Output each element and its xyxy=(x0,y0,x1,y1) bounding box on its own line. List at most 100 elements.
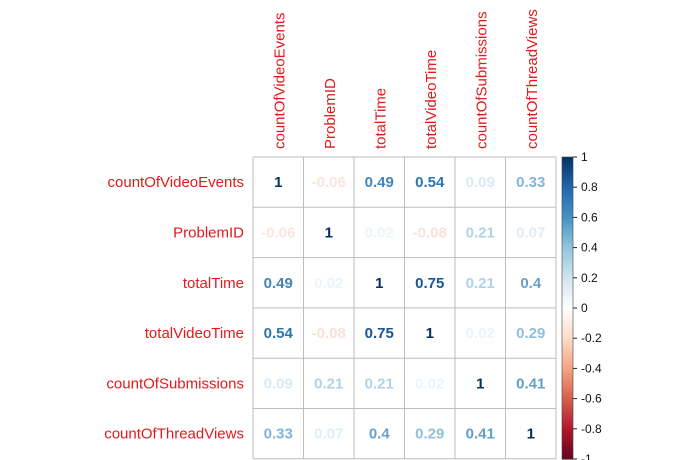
matrix-cell-3-3 xyxy=(404,307,455,359)
matrix-cell-5-2 xyxy=(354,408,405,459)
matrix-cell-3-0 xyxy=(253,307,304,359)
matrix-cell-1-3 xyxy=(404,207,455,258)
colorbar-segment xyxy=(562,350,573,354)
cell-value-4-5: 0.41 xyxy=(516,375,545,392)
colorbar-segment xyxy=(562,380,573,385)
row-label: ProblemID xyxy=(173,224,244,241)
colorbar-segment xyxy=(562,443,573,448)
colorbar-segment xyxy=(562,169,573,173)
colorbar-tick-label: 0.4 xyxy=(581,241,598,255)
matrix-grid xyxy=(252,156,557,460)
colorbar-segment xyxy=(562,283,573,288)
colorbar-segment xyxy=(562,289,573,294)
colorbar-segment xyxy=(562,311,573,315)
row-label: countOfSubmissions xyxy=(106,375,244,392)
cell-value-1-4: 0.21 xyxy=(466,224,495,241)
colorbar-tick-label: -0.8 xyxy=(581,422,602,436)
row-label: totalTime xyxy=(183,275,244,292)
cell-value-5-1: 0.07 xyxy=(314,426,343,443)
matrix-cell-3-4 xyxy=(455,307,506,359)
colorbar-tick-label: -0.2 xyxy=(581,331,602,345)
colorbar-segment xyxy=(562,353,573,357)
colorbar-segment xyxy=(562,359,573,363)
colorbar-segment xyxy=(562,455,573,460)
colorbar-segment xyxy=(562,277,573,282)
matrix-cell-0-1 xyxy=(303,157,354,208)
colorbar-segment xyxy=(562,271,573,276)
colorbar-segment xyxy=(562,308,573,312)
cell-value-5-2: 0.4 xyxy=(369,426,391,443)
matrix-cell-5-1 xyxy=(303,408,354,459)
colorbar-segment xyxy=(562,374,573,379)
row-label: totalVideoTime xyxy=(145,325,244,342)
colorbar-segment xyxy=(562,274,573,279)
colorbar-segment xyxy=(562,377,573,382)
colorbar-segment xyxy=(562,262,573,267)
matrix-cell-4-4 xyxy=(455,358,506,409)
column-labels: countOfVideoEvents ProblemID totalTime tota… xyxy=(271,9,541,149)
matrix-cell-1-2 xyxy=(354,207,405,258)
colorbar-segment xyxy=(562,404,573,409)
row-label: countOfThreadViews xyxy=(104,426,244,443)
matrix-cell-3-1 xyxy=(303,307,354,359)
colorbar-segment xyxy=(562,371,573,376)
matrix-cell-1-1 xyxy=(303,207,354,258)
colorbar-segment xyxy=(562,172,573,176)
colorbar-tick-label: 0.2 xyxy=(581,271,598,285)
colorbar-segment xyxy=(562,241,573,246)
cell-value-1-5: 0.07 xyxy=(516,224,545,241)
colorbar-segment xyxy=(562,383,573,388)
colorbar-segment xyxy=(562,398,573,403)
colorbar-segment xyxy=(562,259,573,264)
colorbar-segment xyxy=(562,452,573,457)
matrix-cell-0-2 xyxy=(354,157,405,208)
colorbar-segment xyxy=(562,208,573,212)
cell-value-1-0: -0.06 xyxy=(261,224,295,241)
colorbar-tick-label: 0.8 xyxy=(581,180,598,194)
colorbar-segment xyxy=(562,416,573,421)
colorbar-segment xyxy=(562,301,573,306)
colorbar-segment xyxy=(562,292,573,297)
column-label: countOfVideoEvents xyxy=(271,13,288,149)
colorbar-segment xyxy=(562,419,573,424)
colorbar-segment xyxy=(562,347,573,351)
colorbar-segment xyxy=(562,395,573,400)
colorbar-segment xyxy=(562,434,573,439)
colorbar-segment xyxy=(562,329,573,333)
colorbar: 1 0.8 0.6 0.4 0.2 0 -0.2 -0.4 -0.6 -0.8 -1 xyxy=(561,150,602,460)
cell-value-3-3: 1 xyxy=(426,325,434,342)
matrix-cell-2-3 xyxy=(404,257,455,308)
colorbar-segment xyxy=(562,223,573,228)
matrix-cells xyxy=(253,157,556,459)
cell-value-4-4: 1 xyxy=(476,375,484,392)
colorbar-segment xyxy=(562,314,573,318)
colorbar-segment xyxy=(562,199,573,203)
colorbar-segment xyxy=(562,410,573,415)
cell-value-0-4: 0.09 xyxy=(466,174,495,191)
cell-value-0-2: 0.49 xyxy=(365,174,394,191)
cell-values: 1 -0.06 0.49 0.54 0.09 0.33 -0.06 1 0.02 -0.08 0.2… xyxy=(261,174,545,443)
matrix-cell-3-5 xyxy=(505,307,556,359)
colorbar-segment xyxy=(562,202,573,206)
column-label: ProblemID xyxy=(322,78,339,149)
matrix-cell-0-3 xyxy=(404,157,455,208)
colorbar-segment xyxy=(562,157,573,161)
colorbar-segment xyxy=(562,295,573,300)
cell-value-2-1: 0.02 xyxy=(314,275,343,292)
matrix-cell-3-2 xyxy=(354,307,405,359)
cell-value-3-4: 0.02 xyxy=(466,325,495,342)
matrix-cell-2-4 xyxy=(455,257,506,308)
colorbar-segment xyxy=(562,280,573,285)
colorbar-tick-label: -0.4 xyxy=(581,361,602,375)
colorbar-segment xyxy=(562,298,573,303)
matrix-cell-4-2 xyxy=(354,358,405,409)
colorbar-segment xyxy=(562,338,573,342)
colorbar-segment xyxy=(562,323,573,327)
cell-value-4-2: 0.21 xyxy=(365,375,394,392)
cell-value-0-0: 1 xyxy=(274,174,282,191)
matrix-cell-4-1 xyxy=(303,358,354,409)
colorbar-segment xyxy=(562,407,573,412)
colorbar-segment xyxy=(562,214,573,218)
cell-value-2-4: 0.21 xyxy=(466,275,495,292)
